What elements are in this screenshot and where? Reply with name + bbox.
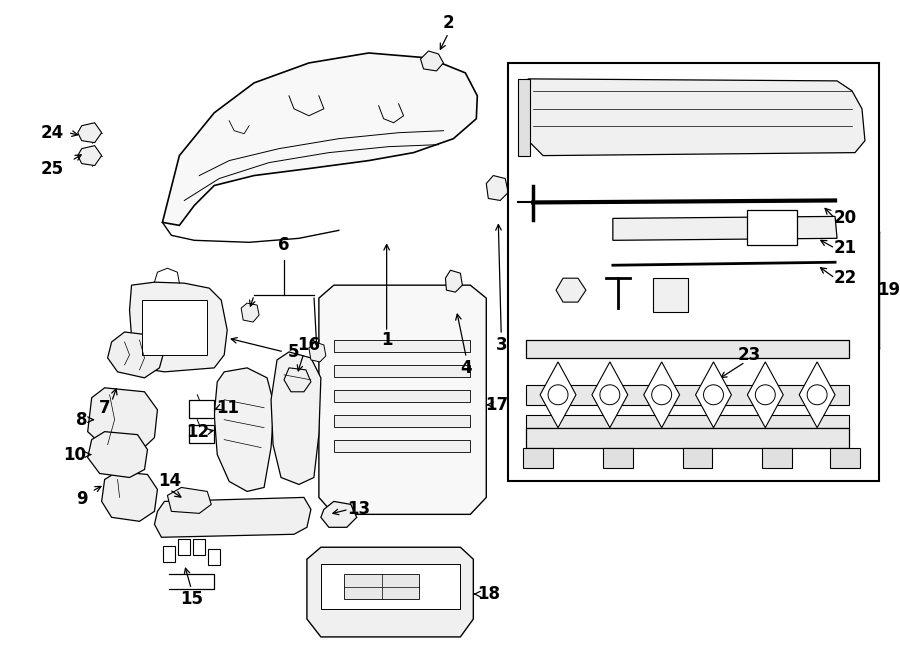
Polygon shape — [334, 365, 471, 377]
Polygon shape — [762, 447, 792, 467]
Polygon shape — [284, 368, 310, 392]
Polygon shape — [526, 414, 849, 428]
Polygon shape — [747, 210, 797, 245]
Text: 9: 9 — [76, 490, 87, 508]
Polygon shape — [189, 424, 214, 443]
Polygon shape — [77, 123, 102, 143]
Text: 6: 6 — [278, 236, 290, 254]
Polygon shape — [141, 300, 207, 355]
Polygon shape — [523, 79, 865, 155]
Polygon shape — [309, 342, 326, 362]
Polygon shape — [613, 216, 837, 241]
Polygon shape — [830, 447, 860, 467]
Polygon shape — [178, 539, 190, 555]
Polygon shape — [526, 428, 849, 447]
Polygon shape — [87, 388, 158, 451]
Text: 24: 24 — [40, 124, 63, 141]
Text: 16: 16 — [297, 336, 320, 354]
Text: 19: 19 — [878, 281, 900, 299]
Polygon shape — [518, 79, 530, 155]
Text: 2: 2 — [443, 14, 454, 32]
Polygon shape — [241, 303, 259, 322]
Polygon shape — [321, 564, 461, 609]
Text: 4: 4 — [461, 359, 472, 377]
Polygon shape — [508, 63, 879, 481]
Polygon shape — [603, 447, 633, 467]
Text: 20: 20 — [833, 210, 857, 227]
Polygon shape — [334, 390, 471, 402]
Circle shape — [600, 385, 620, 405]
Polygon shape — [644, 362, 680, 428]
Polygon shape — [540, 362, 576, 428]
Text: 7: 7 — [99, 399, 111, 416]
Text: 13: 13 — [347, 500, 370, 518]
Polygon shape — [321, 502, 356, 527]
Polygon shape — [87, 432, 148, 477]
Polygon shape — [747, 362, 783, 428]
Text: 10: 10 — [63, 446, 86, 463]
Polygon shape — [130, 282, 227, 372]
Text: 17: 17 — [485, 396, 508, 414]
Polygon shape — [592, 362, 628, 428]
Text: 12: 12 — [185, 422, 209, 441]
Polygon shape — [682, 447, 713, 467]
Polygon shape — [334, 440, 471, 451]
Polygon shape — [164, 546, 176, 563]
Text: 23: 23 — [738, 346, 761, 364]
Text: 14: 14 — [158, 473, 181, 490]
Polygon shape — [334, 340, 471, 352]
Polygon shape — [77, 145, 102, 165]
Polygon shape — [189, 400, 214, 418]
Text: 11: 11 — [216, 399, 239, 416]
Polygon shape — [102, 471, 158, 522]
Text: 25: 25 — [40, 159, 63, 178]
Polygon shape — [486, 176, 508, 200]
Circle shape — [755, 385, 775, 405]
Polygon shape — [155, 498, 310, 537]
Polygon shape — [307, 547, 473, 637]
Polygon shape — [696, 362, 732, 428]
Polygon shape — [208, 549, 220, 565]
Polygon shape — [526, 340, 849, 358]
Polygon shape — [526, 385, 849, 405]
Polygon shape — [319, 285, 486, 514]
Polygon shape — [271, 352, 321, 485]
Polygon shape — [523, 447, 554, 467]
Polygon shape — [446, 270, 463, 292]
Text: 21: 21 — [833, 239, 857, 257]
Polygon shape — [108, 332, 165, 378]
Polygon shape — [162, 53, 477, 225]
Text: 18: 18 — [477, 585, 500, 603]
Polygon shape — [214, 368, 274, 491]
Text: 8: 8 — [76, 410, 87, 429]
Text: 5: 5 — [288, 343, 300, 361]
Circle shape — [652, 385, 671, 405]
Polygon shape — [334, 414, 471, 426]
Polygon shape — [420, 51, 444, 71]
Polygon shape — [167, 487, 212, 514]
Text: 1: 1 — [381, 331, 392, 349]
Text: 15: 15 — [180, 590, 202, 608]
Circle shape — [548, 385, 568, 405]
Circle shape — [704, 385, 724, 405]
Circle shape — [807, 385, 827, 405]
Polygon shape — [556, 278, 586, 302]
Polygon shape — [652, 278, 688, 312]
Text: 3: 3 — [495, 336, 507, 354]
Polygon shape — [799, 362, 835, 428]
Polygon shape — [194, 539, 205, 555]
Polygon shape — [344, 574, 418, 599]
Text: 22: 22 — [833, 269, 857, 287]
